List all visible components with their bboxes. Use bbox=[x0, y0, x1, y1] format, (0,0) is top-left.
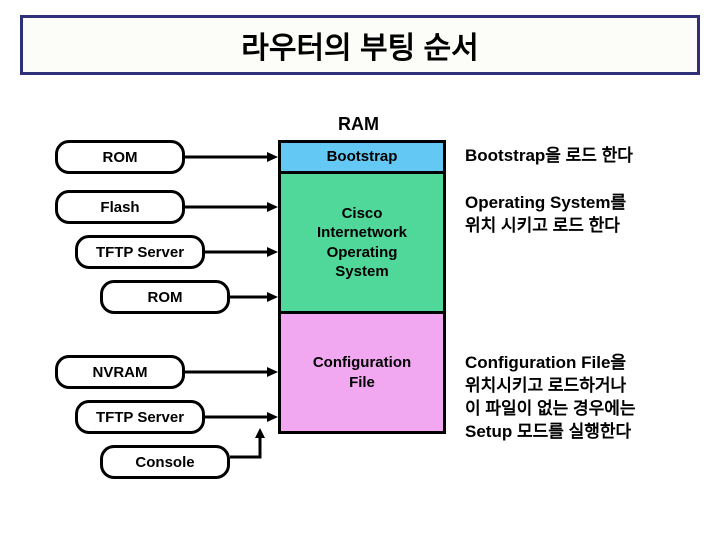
ram-ios-text: Cisco Internetwork Operating System bbox=[317, 204, 407, 282]
arrow-tftp2-config bbox=[205, 410, 278, 424]
desc-ios-text: Operating System를 위치 시키고 로드 한다 bbox=[465, 193, 626, 235]
source-console: Console bbox=[100, 445, 230, 479]
desc-config-text: Configuration File을 위치시키고 로드하거나 이 파일이 없는… bbox=[465, 353, 636, 441]
source-tftp-2: TFTP Server bbox=[75, 400, 205, 434]
ram-bootstrap: Bootstrap bbox=[278, 140, 446, 174]
arrow-rom1-bootstrap bbox=[185, 152, 278, 162]
ram-config: Configuration File bbox=[278, 311, 446, 434]
desc-config: Configuration File을 위치시키고 로드하거나 이 파일이 없는… bbox=[465, 352, 636, 444]
arrow-rom2-ios bbox=[230, 290, 278, 304]
arrow-nvram-config bbox=[185, 365, 278, 379]
source-nvram: NVRAM bbox=[55, 355, 185, 389]
desc-ios: Operating System를 위치 시키고 로드 한다 bbox=[465, 192, 626, 238]
ram-header: RAM bbox=[338, 114, 379, 135]
source-rom-1: ROM bbox=[55, 140, 185, 174]
ram-ios: Cisco Internetwork Operating System bbox=[278, 171, 446, 314]
ram-config-text: Configuration File bbox=[313, 353, 411, 392]
arrow-console-config bbox=[230, 428, 280, 462]
source-tftp-1: TFTP Server bbox=[75, 235, 205, 269]
source-flash: Flash bbox=[55, 190, 185, 224]
page-title: 라우터의 부팅 순서 bbox=[20, 15, 700, 75]
arrow-flash-ios bbox=[185, 200, 278, 214]
arrow-tftp1-ios bbox=[205, 245, 278, 259]
source-rom-2: ROM bbox=[100, 280, 230, 314]
desc-bootstrap: Bootstrap을 로드 한다 bbox=[465, 145, 633, 168]
